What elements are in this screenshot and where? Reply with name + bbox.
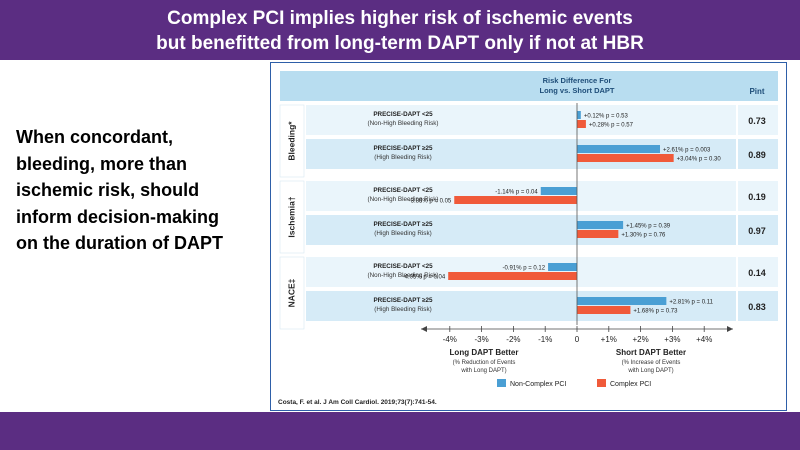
title-line-1: Complex PCI implies higher risk of ische… bbox=[167, 8, 633, 29]
row-label: PRECISE-DAPT ≥25 bbox=[373, 297, 433, 304]
side-text-line: inform decision-making bbox=[16, 206, 220, 227]
x-tick-label: +3% bbox=[664, 335, 680, 344]
group-label: NACE‡ bbox=[286, 278, 296, 307]
bar-label-non-complex: -1.14% p = 0.04 bbox=[495, 190, 538, 196]
pint-cell bbox=[738, 105, 778, 135]
row-label: PRECISE-DAPT <25 bbox=[373, 263, 433, 270]
pint-value: 0.14 bbox=[748, 268, 766, 278]
right-direction-note: (% Increase of Events bbox=[622, 360, 681, 366]
pint-value: 0.73 bbox=[748, 116, 766, 126]
bar-label-non-complex: -0.91% p = 0.12 bbox=[503, 266, 546, 272]
left-direction-note: with Long DAPT) bbox=[460, 368, 506, 374]
x-tick-label: 0 bbox=[575, 335, 580, 344]
pint-header: Pint bbox=[749, 87, 764, 96]
bar-non-complex bbox=[577, 297, 667, 305]
row-band bbox=[306, 215, 736, 245]
bar-complex bbox=[577, 306, 631, 314]
header-label: Risk Difference For bbox=[543, 76, 612, 85]
row-label: PRECISE-DAPT <25 bbox=[373, 111, 433, 118]
x-tick-label: -3% bbox=[474, 335, 488, 344]
title-line-2: but benefitted from long-term DAPT only … bbox=[156, 33, 644, 54]
axis-arrow-right bbox=[727, 326, 733, 332]
pint-value: 0.83 bbox=[748, 302, 766, 312]
side-text-line: bleeding, more than bbox=[16, 153, 188, 174]
bar-label-complex: +0.28% p = 0.57 bbox=[589, 123, 634, 129]
pint-cell bbox=[738, 139, 778, 169]
x-tick-label: -2% bbox=[506, 335, 520, 344]
pint-value: 0.19 bbox=[748, 192, 766, 202]
bar-non-complex bbox=[577, 145, 660, 153]
legend-swatch bbox=[597, 379, 606, 387]
group-label: Ischemia† bbox=[286, 196, 296, 237]
legend-label: Non-Complex PCI bbox=[510, 381, 566, 388]
row-sublabel: (High Bleeding Risk) bbox=[374, 230, 431, 237]
bar-complex bbox=[577, 154, 674, 162]
bar-label-complex: +1.30% p = 0.76 bbox=[621, 233, 666, 239]
bar-complex bbox=[448, 272, 577, 280]
bar-label-non-complex: +1.45% p = 0.39 bbox=[626, 224, 671, 230]
axis-arrow-left bbox=[421, 326, 427, 332]
group-label: Bleeding* bbox=[286, 121, 296, 161]
row-sublabel: (Non-High Bleeding Risk) bbox=[367, 196, 438, 203]
header-label: Long vs. Short DAPT bbox=[540, 86, 615, 95]
row-sublabel: (Non-High Bleeding Risk) bbox=[367, 272, 438, 279]
left-direction-note: (% Reduction of Events bbox=[453, 360, 516, 366]
pint-value: 0.97 bbox=[748, 226, 766, 236]
x-tick-label: +1% bbox=[601, 335, 617, 344]
bar-non-complex bbox=[577, 221, 624, 229]
right-direction-note: with Long DAPT) bbox=[627, 368, 673, 374]
x-tick-label: -1% bbox=[538, 335, 552, 344]
title-banner: Complex PCI implies higher risk of ische… bbox=[0, 0, 800, 60]
pint-cell bbox=[738, 215, 778, 245]
side-text-line: When concordant, bbox=[16, 127, 173, 147]
forest-figure: Risk Difference For Long vs. Short DAPT Pi… bbox=[270, 62, 787, 411]
x-tick-label: +4% bbox=[696, 335, 712, 344]
bar-complex bbox=[577, 230, 619, 238]
pint-value: 0.89 bbox=[748, 150, 766, 160]
bar-complex bbox=[454, 196, 577, 204]
pint-cell bbox=[738, 181, 778, 211]
side-text-line: ischemic risk, should bbox=[16, 180, 200, 200]
x-tick-label: +2% bbox=[632, 335, 648, 344]
bar-label-complex: +1.68% p = 0.73 bbox=[633, 309, 678, 315]
row-sublabel: (Non-High Bleeding Risk) bbox=[367, 120, 438, 127]
bar-label-complex: -3.86% p = 0.05 bbox=[409, 199, 452, 205]
group-label-box bbox=[279, 104, 305, 178]
row-band bbox=[306, 291, 736, 321]
bottom-banner bbox=[0, 412, 800, 450]
bar-label-non-complex: +2.81% p = 0.11 bbox=[669, 300, 713, 306]
bar-non-complex bbox=[540, 187, 577, 195]
x-tick-label: -4% bbox=[443, 335, 457, 344]
group-label-box bbox=[279, 180, 305, 254]
header-band bbox=[280, 71, 778, 101]
bar-label-complex: -4.05% p = 0.04 bbox=[403, 275, 446, 281]
bar-non-complex bbox=[577, 111, 581, 119]
row-label: PRECISE-DAPT ≥25 bbox=[373, 221, 433, 228]
side-text-line: on the duration of DAPT bbox=[16, 233, 223, 253]
legend-label: Complex PCI bbox=[610, 381, 651, 388]
right-direction-title: Short DAPT Better bbox=[616, 348, 686, 357]
side-text: When concordant, bleeding, more than isc… bbox=[16, 124, 266, 257]
citation: Costa, F. et al. J Am Coll Cardiol. 2019… bbox=[278, 399, 437, 406]
left-direction-title: Long DAPT Better bbox=[450, 348, 519, 357]
pint-cell bbox=[738, 257, 778, 287]
row-band bbox=[306, 105, 736, 135]
row-sublabel: (High Bleeding Risk) bbox=[374, 154, 431, 161]
bar-label-non-complex: +0.12% p = 0.53 bbox=[584, 114, 629, 120]
bar-complex bbox=[577, 120, 586, 128]
bar-label-complex: +3.04% p = 0.30 bbox=[677, 157, 722, 163]
legend-swatch bbox=[497, 379, 506, 387]
group-label-box bbox=[279, 256, 305, 330]
row-label: PRECISE-DAPT <25 bbox=[373, 187, 433, 194]
bar-label-non-complex: +2.61% p = 0.003 bbox=[663, 148, 711, 154]
bar-non-complex bbox=[548, 263, 577, 271]
row-sublabel: (High Bleeding Risk) bbox=[374, 306, 431, 313]
pint-cell bbox=[738, 291, 778, 321]
row-label: PRECISE-DAPT ≥25 bbox=[373, 145, 433, 152]
